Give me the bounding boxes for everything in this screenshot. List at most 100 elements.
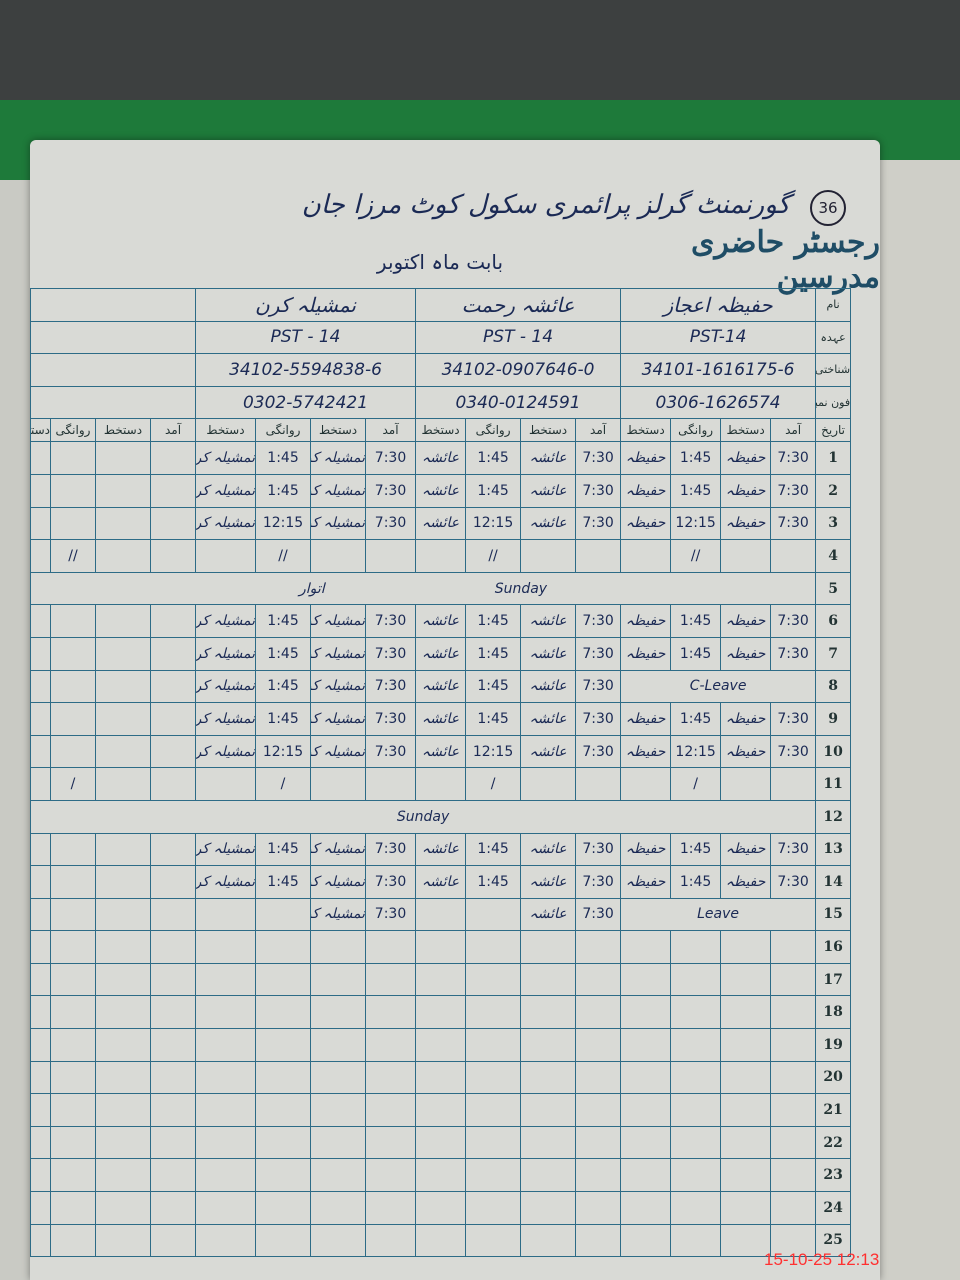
date-cell: 2 — [815, 473, 852, 508]
signature-cell — [30, 669, 51, 704]
teacher-designation: PST - 14 — [194, 320, 417, 355]
day-row: 20 — [30, 1060, 852, 1095]
signature-cell — [620, 1223, 672, 1258]
departure-cell — [465, 1125, 522, 1160]
departure-cell: 1:45 — [465, 473, 522, 508]
departure-cell — [50, 734, 96, 769]
arrival-cell: 7:30 — [770, 702, 817, 736]
signature-cell — [415, 1191, 467, 1225]
holiday-note: Sunday — [494, 580, 548, 597]
departure-cell — [670, 962, 722, 997]
signature-cell: عائشہ — [520, 897, 577, 932]
month-label: بابت ماہ — [431, 250, 504, 274]
departure-cell — [465, 1158, 522, 1193]
arrival-cell: 7:30 — [365, 897, 417, 932]
attendance-table: نام حفیظہ اعجاز عائشہ رحمت نمشیلہ کرن عہدہ PS… — [29, 288, 852, 1258]
left-page-edge — [0, 180, 30, 1280]
signature-cell — [95, 995, 151, 1030]
day-row: 10 7:30 حفیظہ 12:15 حفیظہ 7:30 عائشہ 12:15 عائشہ… — [30, 734, 852, 769]
ditto-mark-cell — [575, 539, 622, 573]
arrival-cell — [575, 1060, 622, 1095]
signature-cell — [194, 897, 257, 932]
date-cell: 9 — [815, 702, 852, 736]
day-row: 16 — [30, 930, 852, 964]
arrival-cell — [575, 1125, 622, 1160]
signature-cell — [720, 1060, 772, 1095]
signature-cell — [415, 1158, 467, 1193]
month-line: بابت ماہ اکتوبر — [290, 250, 590, 274]
day-row: 7 7:30 حفیظہ 1:45 حفیظہ 7:30 عائشہ 1:45 عائشہ 7:3… — [30, 636, 852, 671]
ditto-mark-cell — [770, 767, 817, 801]
ditto-mark-cell — [575, 767, 622, 801]
day-row: 12 Sunday — [29, 799, 852, 834]
signature-cell: نمشیلہ کرن — [194, 441, 257, 475]
arrival-cell — [150, 1223, 196, 1258]
signature-cell — [720, 1093, 772, 1127]
arrival-cell: 7:30 — [575, 702, 622, 736]
signature-cell — [30, 1223, 51, 1258]
departure-cell — [255, 962, 312, 997]
arrival-cell — [150, 897, 196, 932]
signature-cell — [520, 1093, 577, 1127]
row-label-phone: فون نمبر — [815, 385, 852, 420]
date-cell: 13 — [815, 832, 852, 867]
arrival-cell — [770, 930, 817, 964]
signature-cell: نمشیلہ کرن — [310, 865, 367, 899]
day-row: 3 7:30 حفیظہ 12:15 حفیظہ 7:30 عائشہ 12:15 عائشہ 7… — [30, 506, 852, 541]
row-label-name: نام — [815, 288, 852, 322]
arrival-cell — [150, 1125, 196, 1160]
day-row: 13 7:30 حفیظہ 1:45 حفیظہ 7:30 عائشہ 1:45 عائشہ 7:… — [30, 832, 852, 867]
header-signature: دستخط — [520, 418, 577, 443]
arrival-cell: 7:30 — [770, 734, 817, 769]
day-row: 25 — [30, 1223, 852, 1258]
departure-cell — [670, 930, 722, 964]
signature-cell: عائشہ — [415, 702, 467, 736]
departure-cell — [670, 1028, 722, 1062]
signature-cell: نمشیلہ کرن — [310, 734, 367, 769]
signature-cell: نمشیلہ کرن — [194, 832, 257, 867]
camera-timestamp: 15-10-25 12:13 — [764, 1250, 880, 1269]
signature-cell — [194, 1125, 257, 1160]
arrival-cell — [365, 1125, 417, 1160]
departure-cell — [50, 962, 96, 997]
signature-cell — [620, 1028, 672, 1062]
signature-cell: عائشہ — [520, 832, 577, 867]
signature-cell — [520, 1223, 577, 1258]
date-cell: 8 — [815, 669, 852, 704]
signature-cell: عائشہ — [415, 636, 467, 671]
arrival-cell: 7:30 — [575, 636, 622, 671]
teacher-designation: PST - 14 — [415, 320, 622, 355]
signature-cell: عائشہ — [520, 636, 577, 671]
departure-cell: 12:15 — [465, 734, 522, 769]
signature-cell — [95, 1093, 151, 1127]
teacher-phone: 0306-1626574 — [620, 385, 817, 420]
signature-cell: نمشیلہ کرن — [310, 702, 367, 736]
signature-cell — [720, 930, 772, 964]
signature-cell — [520, 995, 577, 1030]
arrival-cell — [770, 1223, 817, 1258]
header-signature: دستخط — [194, 418, 257, 443]
leave-cell: Leave — [620, 897, 817, 932]
departure-cell — [50, 897, 96, 932]
register-title: رجسٹر حاضری مدرسین — [690, 225, 880, 295]
header-arrival: آمد — [575, 418, 622, 443]
signature-cell: عائشہ — [520, 441, 577, 475]
signature-cell: حفیظہ — [720, 702, 772, 736]
leave-cell: C-Leave — [620, 669, 817, 704]
signature-cell — [95, 897, 151, 932]
signature-cell — [720, 1028, 772, 1062]
departure-cell — [255, 1060, 312, 1095]
ditto-mark-cell — [520, 539, 577, 573]
signature-cell — [310, 1191, 367, 1225]
month-value: اکتوبر — [376, 250, 425, 274]
header-signature: دستخط — [95, 418, 151, 443]
departure-cell: 1:45 — [255, 832, 312, 867]
departure-cell — [465, 1060, 522, 1095]
arrival-cell: 7:30 — [575, 604, 622, 638]
signature-cell: نمشیلہ کرن — [194, 506, 257, 541]
arrival-cell — [365, 1060, 417, 1095]
arrival-cell — [150, 995, 196, 1030]
departure-cell — [50, 1223, 96, 1258]
departure-cell: 1:45 — [255, 473, 312, 508]
arrival-cell — [575, 995, 622, 1030]
